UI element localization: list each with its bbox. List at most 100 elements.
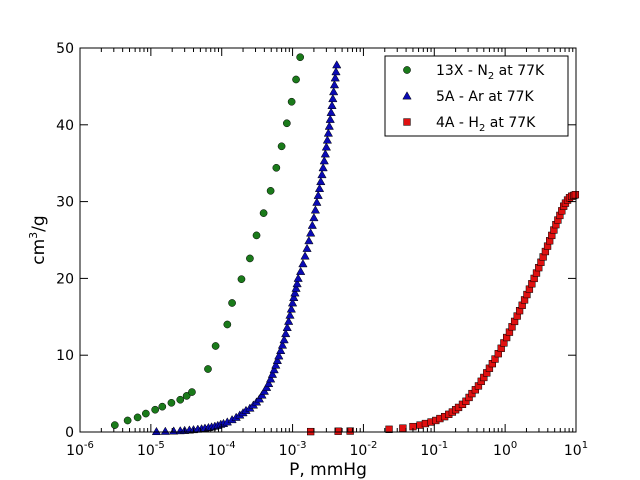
data-point [320,149,330,158]
data-point [188,388,196,396]
data-point [237,275,246,284]
data-point [274,351,284,360]
data-point [259,209,268,217]
legend-label-part: at 77K [494,63,545,79]
data-point [158,402,167,411]
x-tick-label-exp: -4 [226,440,236,451]
data-point [298,259,308,268]
x-axis-title: P, mmHg [289,460,367,480]
x-tick-label: 10-4 [208,440,236,459]
data-point [329,80,340,89]
data-point [269,365,279,374]
x-tick-label-exp: -2 [367,440,377,451]
data-point [266,186,275,195]
data-point [314,183,325,192]
y-tick-label: 0 [65,425,74,441]
data-point [321,142,332,151]
legend-label-part: 2 [479,123,485,134]
data-point [304,236,314,245]
data-point [290,288,300,297]
data-point [385,425,393,433]
data-point [267,369,278,378]
x-tick-label: 10-3 [279,440,307,459]
data-point [312,197,322,206]
legend-marker [403,118,411,126]
data-point [330,73,340,82]
y-tick-label: 50 [56,41,74,57]
data-point [151,405,160,414]
legend-frame [384,55,569,137]
series-layer [110,53,580,436]
data-point [286,304,296,313]
x-tick-label-exp: -3 [296,440,306,451]
data-point [223,320,232,329]
y-axis-title-tail: /g [29,215,49,232]
data-point [271,360,281,369]
data-point [110,421,119,429]
data-point [282,322,292,331]
data-point [300,251,310,260]
data-point [331,67,341,76]
labels-layer: 10-6 10-5 10-4 10-3 10-2 10-1 100 1010102030405… [56,41,588,459]
legend-label-part: 5A - Ar at 77K [436,89,535,105]
y-tick-label: 10 [56,348,74,364]
data-point [228,299,236,307]
data-point [318,163,328,172]
data-point [571,191,580,199]
x-tick-label-base: 10 [66,443,84,459]
data-point [246,254,254,263]
x-tick-label-base: 10 [564,443,582,459]
data-point [319,156,329,165]
x-tick-label: 10-1 [420,440,448,459]
data-point [279,335,289,344]
x-tick-label-base: 10 [279,443,297,459]
data-point [309,213,319,222]
x-tick-label-exp: 1 [582,440,588,451]
data-point [346,427,354,435]
legend-marker [402,91,412,100]
legend-label-part: 4A - H [436,115,479,131]
data-point [296,53,305,62]
data-point [289,292,299,301]
data-point [276,345,286,354]
x-tick-label: 10-2 [350,440,378,459]
x-tick-label-base: 10 [493,443,511,459]
x-tick-label-exp: 0 [511,440,517,451]
data-point [176,395,185,404]
data-point [310,205,321,214]
data-point [328,93,338,103]
series-3 [307,191,580,436]
data-point [272,163,281,172]
x-tick-label: 10-6 [66,440,94,459]
x-tick-label-base: 10 [350,443,368,459]
data-point [327,100,337,109]
data-point [306,228,316,237]
legend-label: 4A - H2 at 77K [436,115,536,134]
series-2 [151,60,342,436]
data-point [316,176,326,186]
data-point [292,279,302,288]
data-point [334,427,342,435]
data-point [292,75,300,84]
data-point [182,392,191,400]
data-point [277,142,286,151]
y-axis-title-sup: 3 [27,232,40,239]
legend-label: 5A - Ar at 77K [436,89,535,105]
series-1 [110,53,305,429]
data-point [287,97,296,106]
data-point [151,426,162,436]
x-tick-label-base: 10 [208,443,226,459]
data-point [332,60,342,69]
data-point [160,426,170,435]
data-point [123,416,132,425]
data-point [293,273,303,282]
x-tick-label-exp: -6 [84,440,94,451]
data-point [307,220,317,229]
plot-frame [79,47,577,433]
y-tick-label: 40 [56,118,74,134]
data-point [272,355,282,364]
legend-label-part: 2 [488,71,494,82]
data-point [326,107,336,116]
data-point [399,424,407,432]
